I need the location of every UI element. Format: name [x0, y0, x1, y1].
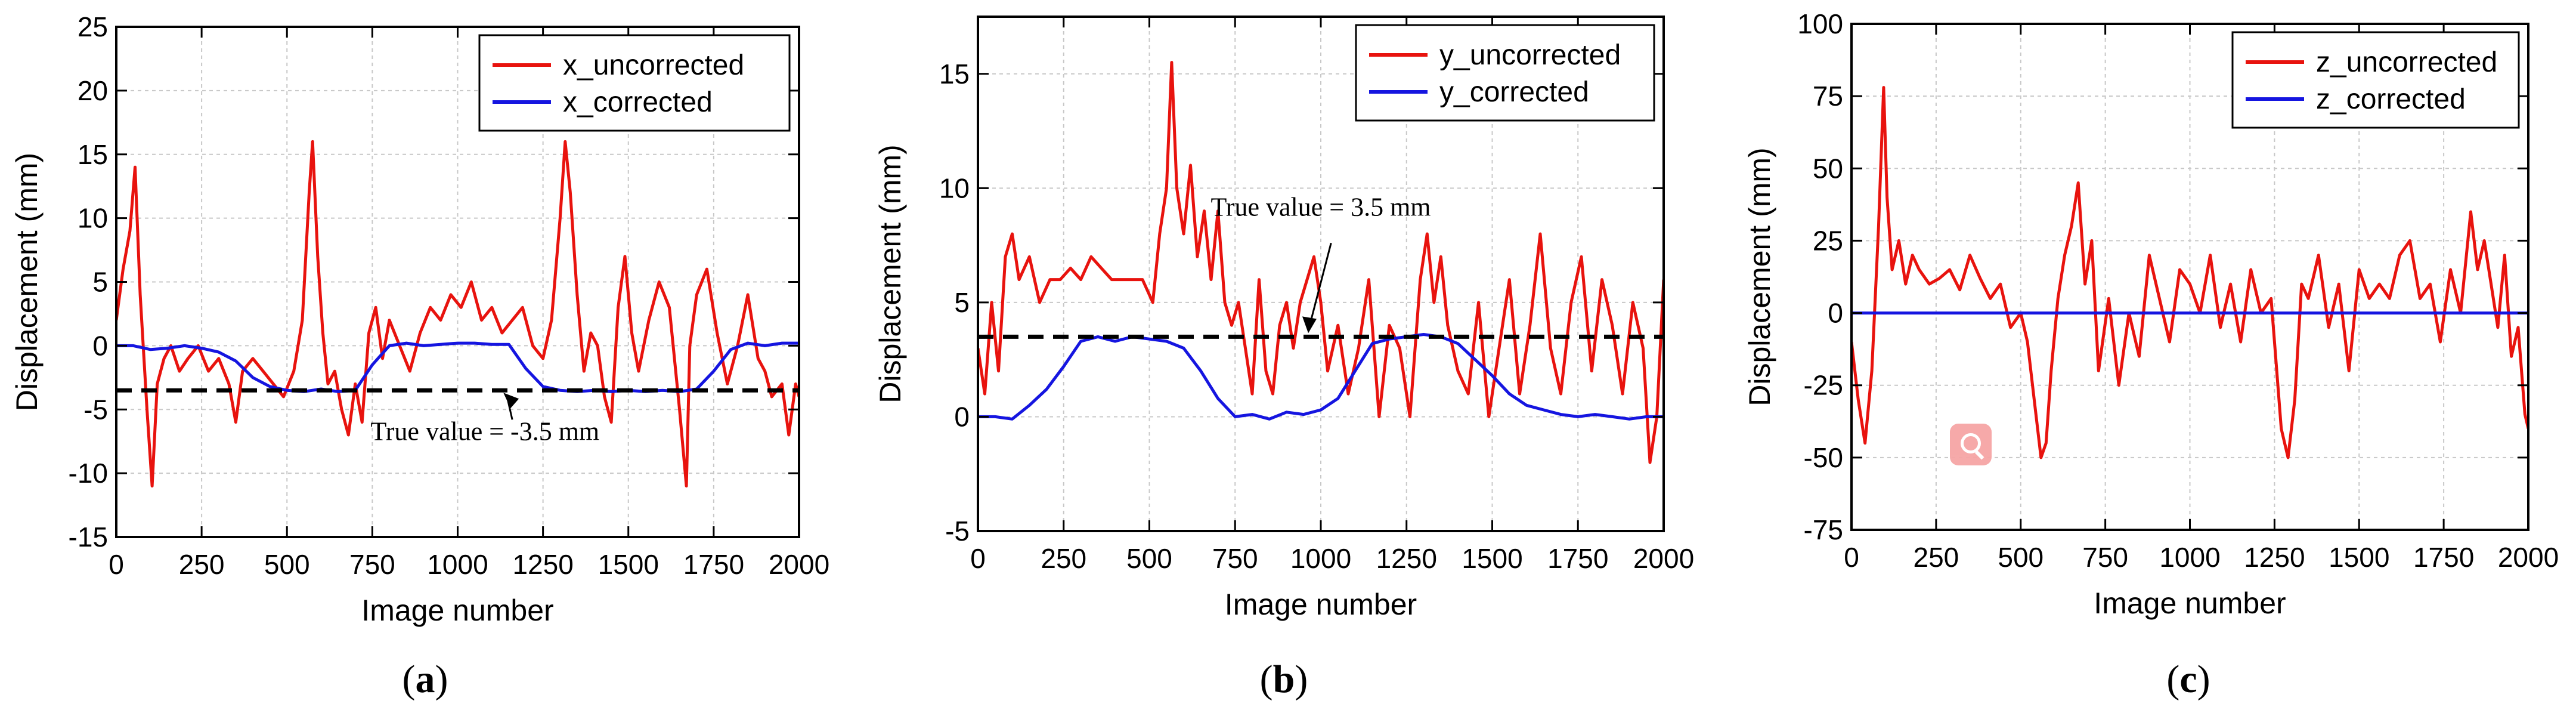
x-tick-label: 1500 — [2329, 542, 2389, 573]
y-tick-label: -25 — [1804, 370, 1843, 401]
x-tick-label: 250 — [1041, 543, 1086, 574]
x-axis-label: Image number — [361, 594, 553, 627]
x-tick-label: 1000 — [2159, 542, 2220, 573]
x-tick-label: 250 — [1914, 542, 1959, 573]
y-tick-label: 15 — [78, 139, 108, 170]
x-axis-label: Image number — [1225, 588, 1417, 621]
x-tick-label: 500 — [1126, 543, 1172, 574]
annotation-arrowhead — [1302, 316, 1317, 334]
x-tick-label: 0 — [970, 543, 986, 574]
legend-label: y_corrected — [1439, 76, 1589, 108]
x-tick-label: 1750 — [2413, 542, 2474, 573]
legend-label: y_uncorrected — [1439, 39, 1621, 71]
panel-caption-b: (b) — [1260, 658, 1308, 701]
y-axis-label: Displacement (mm) — [10, 153, 44, 411]
y-tick-label: 100 — [1797, 8, 1843, 39]
y-tick-label: 20 — [78, 75, 108, 106]
y-tick-label: 10 — [939, 172, 970, 203]
annotation-arrow-line — [1307, 242, 1332, 331]
legend-box — [1355, 24, 1655, 122]
legend-label: x_uncorrected — [563, 50, 744, 81]
x-tick-label: 1750 — [683, 549, 744, 580]
x-axis-label: Image number — [2094, 587, 2286, 620]
legend: y_uncorrected y_corrected — [1355, 24, 1655, 122]
y-tick-label: 5 — [92, 267, 108, 298]
annotation-arrowhead — [503, 393, 519, 409]
y-tick-label: -50 — [1804, 442, 1843, 473]
caption-letter: b — [1273, 658, 1295, 701]
series-line-z-uncorrected — [1852, 86, 2528, 459]
x-tick-label: 500 — [264, 549, 310, 580]
x-tick-label: 0 — [1844, 542, 1859, 573]
x-tick-label: 0 — [109, 549, 124, 580]
x-tick-label: 750 — [2082, 542, 2128, 573]
y-tick-label: 0 — [1828, 298, 1843, 329]
legend-label: z_uncorrected — [2316, 47, 2497, 78]
x-tick-label: 2000 — [1633, 543, 1694, 574]
y-tick-label: 25 — [78, 11, 108, 42]
y-tick-label: 0 — [92, 330, 108, 361]
legend: z_uncorrected z_corrected — [2231, 31, 2520, 129]
zoom-lens — [1961, 433, 1981, 453]
series-line-x-uncorrected — [116, 140, 799, 487]
chart-panel-b: 0 250 500 750 1000 1250 1500 1750 2000-5051015Im… — [874, 16, 1694, 621]
y-tick-label: -15 — [69, 521, 108, 553]
y-tick-label: -75 — [1804, 514, 1843, 545]
x-tick-label: 1500 — [598, 549, 659, 580]
x-tick-label: 1500 — [1462, 543, 1522, 574]
x-tick-label: 1000 — [427, 549, 488, 580]
y-tick-label: -5 — [83, 394, 108, 425]
annotation-text: True value = 3.5 mm — [1210, 192, 1431, 221]
y-tick-label: 0 — [954, 401, 970, 432]
caption-letter: c — [2179, 658, 2197, 701]
x-tick-label: 1250 — [512, 549, 573, 580]
y-tick-label: 15 — [939, 58, 970, 90]
y-tick-label: -10 — [69, 458, 108, 489]
zoom-handle — [1974, 450, 1984, 460]
annotation: True value = -3.5 mm — [370, 393, 599, 446]
series-line-x-corrected — [116, 341, 799, 393]
legend-label: z_corrected — [2316, 84, 2466, 115]
chart-panel-c: 0 250 500 750 1000 1250 1500 1750 2000 -75 -50 -25 0… — [1743, 8, 2559, 620]
legend-label: x_corrected — [563, 87, 713, 118]
y-tick-label: 5 — [954, 287, 970, 318]
y-axis-label: Displacement (mm) — [1743, 147, 1776, 406]
series-line-y-uncorrected — [978, 61, 1664, 464]
y-tick-label: 25 — [1813, 225, 1843, 256]
legend: x_uncorrected x_corrected — [478, 34, 791, 132]
panel-caption-c: (c) — [2166, 658, 2210, 701]
x-tick-label: 2000 — [2498, 542, 2559, 573]
x-tick-label: 750 — [349, 549, 395, 580]
y-tick-label: 75 — [1813, 81, 1843, 112]
annotation-text: True value = -3.5 mm — [370, 417, 599, 446]
y-tick-label: -5 — [945, 516, 970, 547]
x-tick-label: 1000 — [1290, 543, 1351, 574]
legend-box — [478, 34, 791, 132]
x-tick-label: 750 — [1212, 543, 1258, 574]
chart-panel-a: 0 250 500 750 1000 1250 1500 1750 2000 -15 -10 -5 0 5… — [10, 11, 829, 627]
x-tick-label: 2000 — [769, 549, 829, 580]
x-tick-label: 1250 — [2244, 542, 2305, 573]
y-axis-label: Displacement (mm) — [874, 144, 907, 403]
panel-caption-a: (a) — [402, 658, 448, 701]
legend-box — [2231, 31, 2520, 129]
x-tick-label: 500 — [1998, 542, 2044, 573]
x-tick-label: 1250 — [1376, 543, 1437, 574]
y-tick-label: 50 — [1813, 153, 1843, 184]
x-tick-label: 1750 — [1547, 543, 1608, 574]
zoom-icon[interactable] — [1950, 424, 1992, 465]
annotation: True value = 3.5 mm — [1210, 192, 1431, 334]
x-tick-label: 250 — [179, 549, 225, 580]
caption-letter: a — [416, 658, 435, 701]
y-tick-label: 10 — [78, 203, 108, 234]
